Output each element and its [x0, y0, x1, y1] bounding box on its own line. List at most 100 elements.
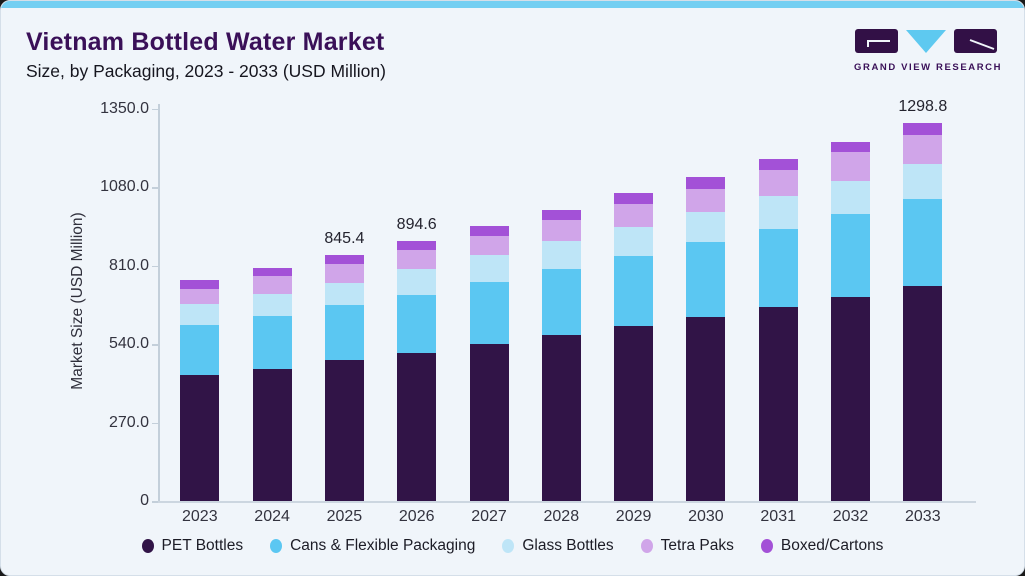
bar-2026 [397, 240, 437, 501]
bar-segment-boxed-cartons [686, 177, 726, 189]
bar-2032 [831, 141, 870, 501]
legend-label: PET Bottles [161, 537, 244, 554]
page-subtitle: Size, by Packaging, 2023 - 2033 (USD Mil… [26, 61, 386, 81]
bar-segment-boxed-cartons [252, 267, 292, 277]
page-title: Vietnam Bottled Water Market [26, 28, 385, 56]
bar-segment-cans-flexible-packaging [614, 255, 654, 326]
x-tick-label: 2030 [688, 508, 724, 525]
legend-item-pet-bottles: PET Bottles [141, 537, 244, 555]
bar-segment-cans-flexible-packaging [831, 213, 870, 297]
bar-total-label: 1298.8 [898, 98, 948, 116]
chart-legend: PET Bottles Cans & Flexible Packaging Glas… [1, 537, 1024, 555]
legend-dot-icon [502, 539, 515, 553]
legend-dot-icon [141, 539, 154, 553]
bar-segment-tetra-paks [686, 188, 726, 213]
bar-segment-pet-bottles [758, 306, 798, 501]
bar-segment-glass-bottles [397, 268, 437, 296]
bar-segment-cans-flexible-packaging [541, 268, 581, 336]
legend-label: Cans & Flexible Packaging [290, 537, 476, 554]
bar-segment-tetra-paks [324, 264, 364, 283]
bar-segment-glass-bottles [903, 163, 943, 199]
bar-segment-pet-bottles [903, 286, 943, 501]
x-tick-label: 2029 [615, 508, 652, 525]
bar-segment-cans-flexible-packaging [903, 198, 943, 287]
legend-dot-icon [270, 539, 283, 553]
y-axis-line [158, 104, 160, 501]
y-tick-mark [152, 344, 158, 346]
y-tick-label: 0 [140, 492, 149, 509]
bar-2027 [469, 226, 509, 501]
bar-segment-cans-flexible-packaging [252, 316, 292, 370]
bar-total-label: 845.4 [324, 230, 365, 248]
x-tick-label: 2032 [832, 508, 869, 525]
accent-top-bar [1, 1, 1024, 8]
bar-segment-glass-bottles [758, 196, 798, 229]
bar-segment-pet-bottles [831, 296, 870, 501]
x-tick-label: 2025 [326, 508, 363, 525]
bar-segment-boxed-cartons [903, 123, 943, 136]
bar-segment-pet-bottles [469, 344, 509, 501]
bar-segment-cans-flexible-packaging [397, 295, 437, 353]
bar-segment-pet-bottles [686, 316, 726, 501]
y-tick-mark [152, 265, 158, 268]
y-tick-mark [152, 187, 158, 189]
y-tick-mark [152, 501, 158, 503]
bar-segment-pet-bottles [397, 352, 437, 501]
bar-2029 [614, 193, 654, 501]
bar-2025 [324, 255, 364, 501]
bar-segment-cans-flexible-packaging [324, 305, 364, 361]
bar-segment-boxed-cartons [541, 210, 581, 221]
bar-segment-boxed-cartons [469, 226, 509, 237]
bar-segment-tetra-paks [903, 135, 943, 164]
y-tick-mark [152, 422, 158, 425]
bar-segment-pet-bottles [324, 360, 364, 501]
bar-segment-glass-bottles [614, 226, 654, 256]
bar-2031 [758, 159, 798, 501]
bar-total-label: 894.6 [396, 215, 437, 233]
bar-2024 [252, 267, 292, 501]
y-tick-label: 1080.0 [100, 178, 149, 196]
bar-segment-boxed-cartons [831, 141, 870, 153]
y-tick-label: 270.0 [108, 413, 149, 431]
bar-segment-boxed-cartons [180, 280, 220, 289]
bar-segment-cans-flexible-packaging [686, 242, 726, 317]
bar-segment-tetra-paks [180, 288, 220, 305]
bar-segment-glass-bottles [831, 180, 870, 214]
bar-segment-pet-bottles [180, 375, 220, 501]
bar-segment-tetra-paks [541, 220, 581, 242]
bar-segment-glass-bottles [324, 282, 364, 306]
y-tick-label: 1350.0 [100, 99, 149, 117]
x-tick-label: 2033 [905, 508, 941, 525]
legend-item-tetra-paks: Tetra Paks [640, 537, 734, 555]
y-tick-label: 810.0 [108, 256, 149, 274]
legend-item-cans-flexible-packaging: Cans & Flexible Packaging [270, 537, 475, 555]
bar-2028 [541, 210, 581, 501]
bar-segment-tetra-paks [758, 170, 798, 197]
legend-label: Tetra Paks [660, 537, 734, 554]
bar-segment-cans-flexible-packaging [469, 282, 509, 345]
legend-label: Boxed/Cartons [780, 537, 884, 554]
x-tick-label: 2023 [182, 508, 218, 525]
bar-segment-glass-bottles [180, 304, 220, 326]
bar-segment-boxed-cartons [324, 255, 364, 265]
logo-text: GRAND VIEW RESEARCH [854, 62, 1003, 73]
logo-mark-icon [855, 29, 997, 53]
x-tick-label: 2031 [760, 508, 796, 525]
bar-segment-tetra-paks [469, 236, 509, 256]
bar-segment-pet-bottles [541, 335, 581, 501]
bar-segment-boxed-cartons [397, 240, 437, 251]
bar-2033 [903, 123, 943, 501]
x-tick-label: 2028 [543, 508, 580, 525]
legend-label: Glass Bottles [522, 537, 614, 554]
legend-dot-icon [640, 539, 653, 553]
bar-segment-boxed-cartons [614, 193, 654, 205]
grand-view-research-logo: GRAND VIEW RESEARCH [854, 28, 1003, 73]
y-tick-label: 540.0 [108, 335, 149, 353]
bar-segment-cans-flexible-packaging [758, 228, 798, 307]
x-tick-label: 2027 [471, 508, 507, 525]
bar-segment-glass-bottles [252, 294, 292, 317]
bar-segment-tetra-paks [397, 250, 437, 269]
bar-segment-glass-bottles [469, 255, 509, 283]
bar-segment-tetra-paks [614, 204, 654, 227]
